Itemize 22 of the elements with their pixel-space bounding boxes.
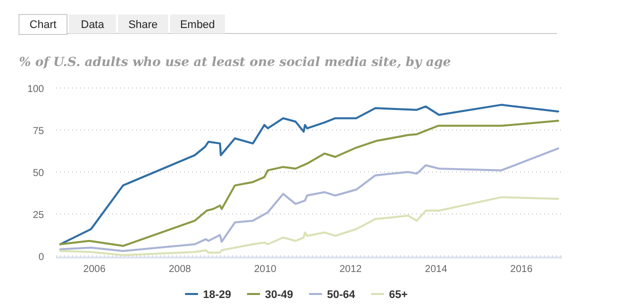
text: Chart xyxy=(30,19,56,31)
legend-label: 65+ xyxy=(389,289,408,301)
text: Data xyxy=(80,19,105,31)
legend-label: 30-49 xyxy=(265,289,294,301)
y-tick-label: 75 xyxy=(32,126,44,137)
chart-title: % of U.S. adults who use at least one social media site, by age xyxy=(19,54,451,69)
x-tick-label: 2006 xyxy=(83,264,106,275)
text: Embed xyxy=(180,19,215,31)
y-tick-label: 25 xyxy=(32,210,44,221)
y-tick-label: 0 xyxy=(38,252,44,263)
legend-label: 18-29 xyxy=(203,289,232,301)
legend-label: 50-64 xyxy=(327,289,356,301)
y-tick-label: 50 xyxy=(32,168,44,179)
x-tick-label: 2012 xyxy=(340,264,362,275)
line-series xyxy=(59,196,560,256)
x-tick-label: 2016 xyxy=(510,264,533,275)
x-tick-label: 2010 xyxy=(254,264,277,275)
text: Share xyxy=(128,19,158,31)
x-tick-label: 2014 xyxy=(424,264,448,275)
y-tick-label: 100 xyxy=(27,84,44,95)
x-tick-label: 2008 xyxy=(168,264,192,275)
line-series xyxy=(59,147,560,252)
